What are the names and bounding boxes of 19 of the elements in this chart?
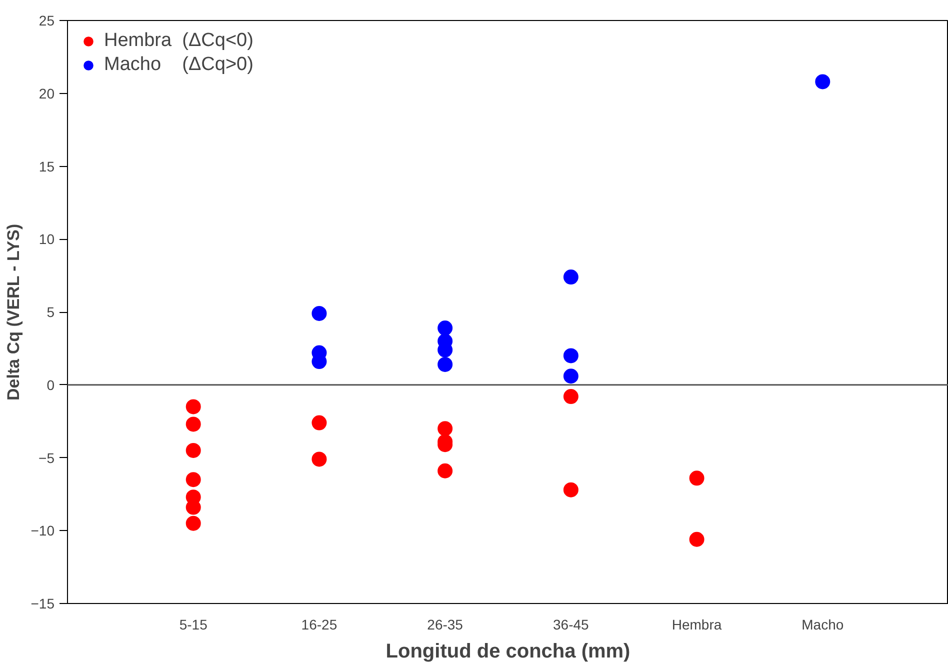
y-tick-label: 25 — [38, 12, 55, 28]
x-tick-label: 5-15 — [179, 616, 208, 632]
y-tick-label: 15 — [38, 158, 55, 174]
x-tick-label: 36-45 — [553, 616, 590, 632]
y-axis-title: Delta Cq (VERL - LYS) — [4, 224, 23, 400]
legend-label: Hembra (ΔCq<0) — [104, 30, 254, 52]
x-tick-label: 16-25 — [301, 616, 338, 632]
y-tick-label: 20 — [38, 85, 55, 102]
y-tick-label: −10 — [30, 522, 55, 539]
x-tick-label: 26-35 — [427, 616, 464, 632]
y-tick-label: 5 — [46, 304, 55, 320]
y-tick-label: 0 — [46, 376, 55, 393]
legend-label: Macho (ΔCq>0) — [104, 54, 254, 76]
y-tick-label: −15 — [30, 596, 55, 612]
y-tick-label: 10 — [38, 231, 55, 248]
x-axis-title: Longitud de concha (mm) — [386, 640, 630, 662]
x-tick-label: Hembra — [672, 616, 722, 632]
y-tick-label: −5 — [38, 450, 55, 466]
x-tick-label: Macho — [802, 616, 844, 632]
